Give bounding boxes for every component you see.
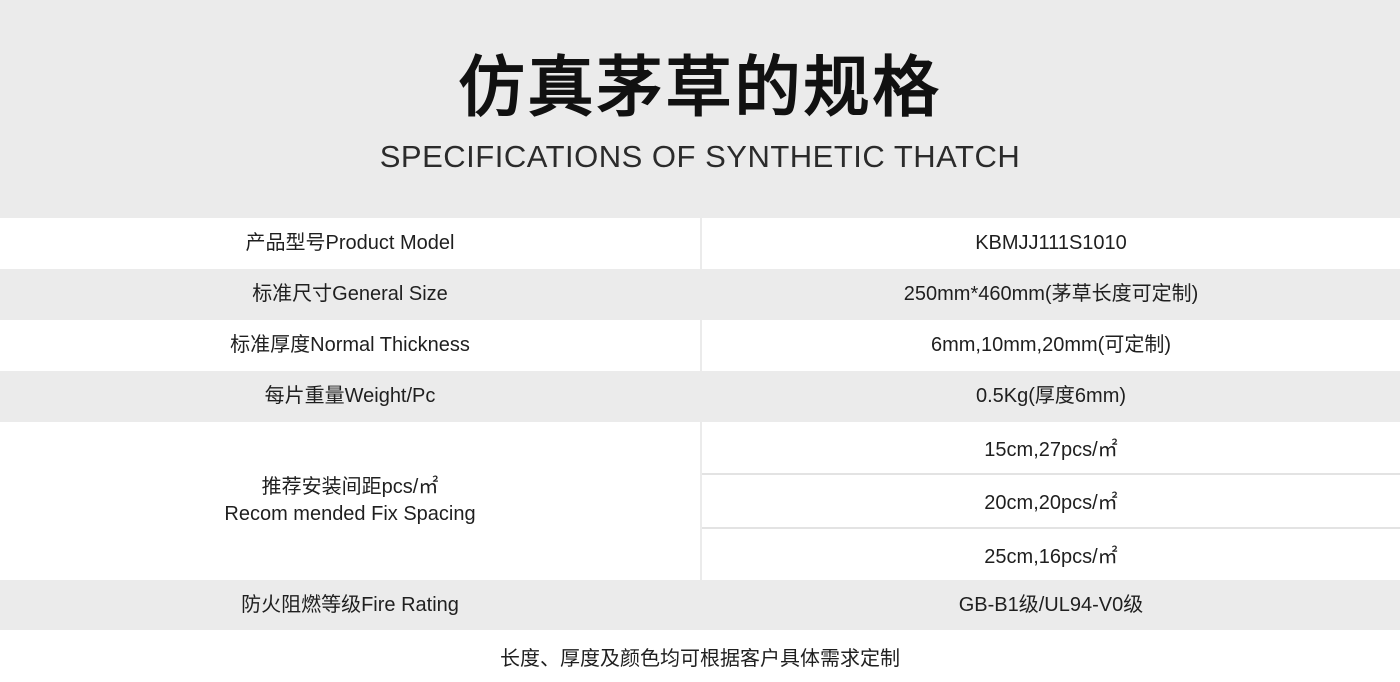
table-row-product-model: 产品型号Product Model KBMJJ111S1010 — [0, 218, 1400, 269]
row-value: 250mm*460mm(茅草长度可定制) — [700, 269, 1400, 320]
row-label: 每片重量Weight/Pc — [264, 385, 436, 407]
row-label: 防火阻燃等级Fire Rating — [241, 593, 459, 616]
fix-spacing-label-en: Recom mended Fix Spacing — [224, 503, 476, 525]
row-value: GB-B1级/UL94-V0级 — [700, 580, 1400, 630]
row-label: 标准厚度Normal Thickness — [230, 334, 470, 356]
row-value: 0.5Kg(厚度6mm) — [700, 371, 1400, 422]
fix-spacing-label-cn: 推荐安装间距pcs/㎡ — [261, 476, 439, 498]
row-label: 产品型号Product Model — [245, 232, 455, 254]
table-row-fire-rating: 防火阻燃等级Fire Rating GB-B1级/UL94-V0级 — [0, 580, 1400, 630]
spec-table: 产品型号Product Model KBMJJ111S1010 标准尺寸Gene… — [0, 218, 1400, 630]
fix-spacing-value: 15cm,27pcs/㎡ — [984, 439, 1118, 462]
row-label-merged: 推荐安装间距pcs/㎡ Recom mended Fix Spacing — [0, 422, 700, 580]
fix-spacing-value: 25cm,16pcs/㎡ — [702, 526, 1400, 580]
fix-spacing-value: 20cm,20pcs/㎡ — [702, 473, 1400, 526]
footer: 长度、厚度及颜色均可根据客户具体需求定制 — [0, 630, 1400, 682]
hero-header: 仿真茅草的规格 SPECIFICATIONS OF SYNTHETIC THAT… — [0, 0, 1400, 218]
table-row-thickness: 标准厚度Normal Thickness 6mm,10mm,20mm(可定制) — [0, 320, 1400, 371]
footer-note: 长度、厚度及颜色均可根据客户具体需求定制 — [500, 647, 900, 670]
row-label: 标准尺寸General Size — [252, 283, 448, 305]
page-title: 仿真茅草的规格 — [458, 49, 942, 124]
row-value: KBMJJ111S1010 — [700, 218, 1400, 269]
table-row-weight: 每片重量Weight/Pc 0.5Kg(厚度6mm) — [0, 371, 1400, 422]
table-row-general-size: 标准尺寸General Size 250mm*460mm(茅草长度可定制) — [0, 269, 1400, 320]
row-value: 6mm,10mm,20mm(可定制) — [700, 320, 1400, 371]
fix-spacing-values: 15cm,27pcs/㎡ 20cm,20pcs/㎡ 25cm,16pcs/㎡ — [700, 422, 1400, 580]
table-row-fix-spacing: 推荐安装间距pcs/㎡ Recom mended Fix Spacing 15c… — [0, 422, 1400, 580]
page-subtitle: SPECIFICATIONS OF SYNTHETIC THATCH — [379, 139, 1021, 175]
